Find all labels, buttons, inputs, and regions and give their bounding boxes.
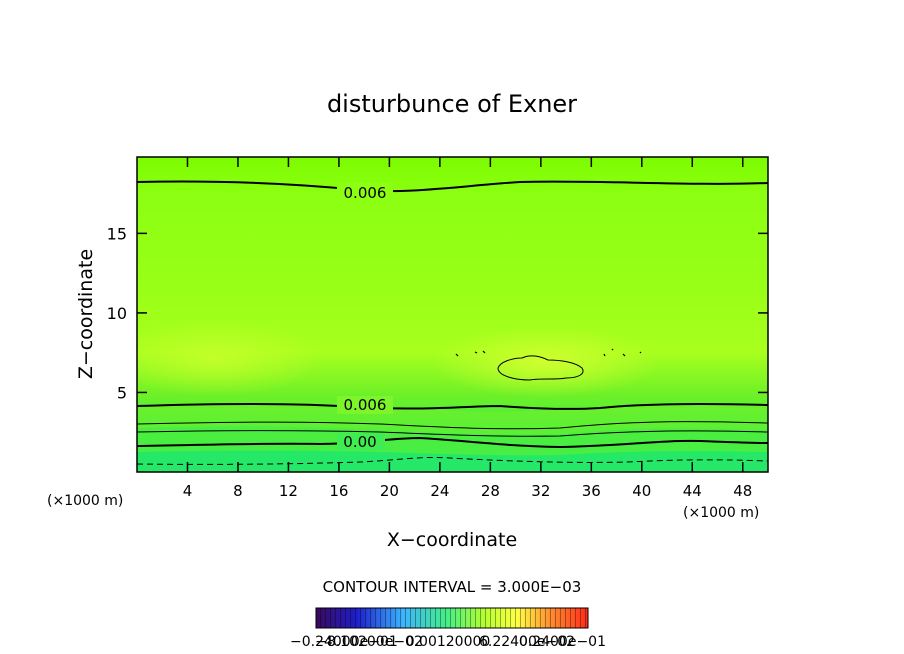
colorbar-label: 6.22400e−02	[479, 634, 575, 650]
y-tick-label: 15	[107, 224, 127, 243]
x-tick-label: 12	[279, 482, 298, 500]
contour-line-zero	[137, 436, 768, 449]
y-axis-label: Z−coordinate	[75, 249, 97, 379]
x-axis-label: X−coordinate	[387, 529, 517, 551]
contour-line-thin-1	[137, 421, 768, 430]
colorbar-frame	[315, 607, 589, 629]
plot-frame	[136, 156, 769, 473]
y-tick-label: 10	[107, 304, 127, 323]
contour-line-dashed	[137, 456, 768, 465]
x-unit-right: (×1000 m)	[683, 505, 759, 521]
colorbar	[315, 607, 589, 629]
x-tick-label: 20	[380, 482, 399, 500]
colorbar-label: −0.24000e−01	[290, 634, 398, 650]
x-tick-label: 24	[430, 482, 449, 500]
x-tick-label: 8	[233, 482, 243, 500]
contour-lines	[137, 180, 768, 465]
contour-interval-label: CONTOUR INTERVAL = 3.000E−03	[323, 578, 582, 596]
colorbar-label: −8.10200e−02	[315, 634, 423, 650]
contour-label-bg-2	[337, 396, 393, 414]
x-tick-label: 16	[329, 482, 348, 500]
contour-label-bg-3	[337, 433, 385, 450]
contour-label-bg-1	[337, 183, 393, 201]
x-tick-label: 44	[683, 482, 702, 500]
contour-labels: 0.006 0.006 0.00	[337, 183, 393, 451]
contour-line-top	[137, 180, 768, 193]
x-tick-label: 32	[531, 482, 550, 500]
contour-label-3: 0.00	[343, 433, 376, 451]
contour-field	[137, 157, 768, 472]
colorbar-label: 0.00120000	[406, 634, 491, 650]
colorbar-ticks	[316, 608, 588, 628]
y-tick-label: 5	[117, 383, 127, 402]
x-tick-label: 40	[632, 482, 651, 500]
contour-label-2: 0.006	[344, 396, 387, 414]
contour-line-mid	[137, 402, 768, 411]
x-tick-label: 36	[582, 482, 601, 500]
colorbar-label: 0.2400e−01	[519, 634, 606, 650]
x-tick-label: 28	[481, 482, 500, 500]
x-axis: 4 8 12 16 20 24 28 32 36 40 44 48	[183, 157, 752, 500]
y-axis: 5 10 15	[107, 224, 768, 402]
x-unit-left: (×1000 m)	[47, 493, 123, 509]
x-tick-label: 48	[733, 482, 752, 500]
contour-closed-loop	[497, 355, 584, 381]
contour-label-1: 0.006	[344, 184, 387, 202]
chart-title: disturbunce of Exner	[327, 90, 577, 118]
contour-line-thin-2	[137, 430, 768, 437]
colorbar-labels: −0.24000e−01−8.10200e−020.001200006.2240…	[290, 634, 606, 650]
contour-specks	[455, 348, 642, 357]
x-tick-label: 4	[183, 482, 193, 500]
